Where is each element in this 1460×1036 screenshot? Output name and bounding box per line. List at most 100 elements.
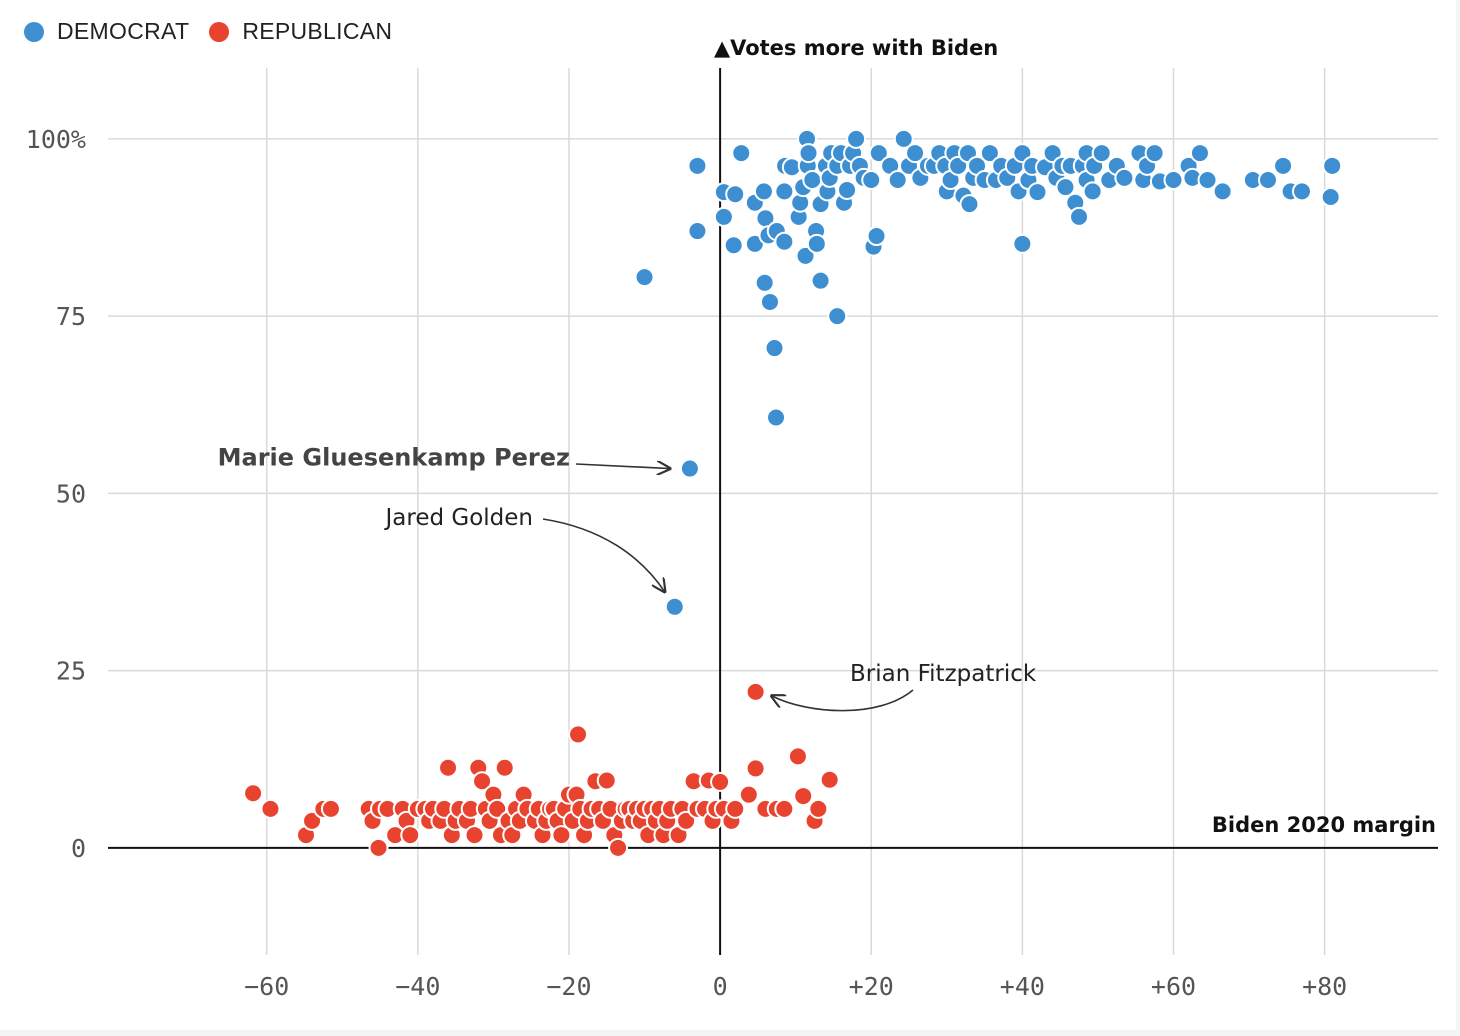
data-point-democrat <box>731 143 752 164</box>
data-point-republican <box>710 771 731 792</box>
data-point-democrat <box>687 221 708 242</box>
annotation-arrows <box>542 464 914 712</box>
data-point-democrat <box>866 226 887 247</box>
x-tick-label: −20 <box>546 972 591 1001</box>
legend-label-republican: REPUBLICAN <box>242 18 393 44</box>
annotation-arrow-fitzpatrick <box>772 689 914 712</box>
data-point-republican <box>608 837 629 858</box>
data-point-democrat <box>893 128 914 149</box>
annotation-fitzpatrick: Brian Fitzpatrick <box>850 661 1037 687</box>
data-point-democrat <box>679 458 700 479</box>
data-point-democrat <box>905 143 926 164</box>
y-tick-label: 100% <box>26 125 86 154</box>
data-point-democrat <box>764 338 785 359</box>
chart-labels: ▲Votes more with Biden Biden 2020 margin… <box>218 36 1436 837</box>
x-tick-label: 0 <box>713 972 728 1001</box>
legend-item-republican: REPUBLICAN <box>209 18 392 45</box>
x-axis-title: Biden 2020 margin <box>1212 813 1436 837</box>
data-point-republican <box>738 784 759 805</box>
data-point-democrat <box>725 184 746 205</box>
data-point-democrat <box>1082 181 1103 202</box>
data-point-democrat <box>1144 143 1165 164</box>
annotation-arrow-perez <box>575 464 670 469</box>
data-point-democrat <box>713 206 734 227</box>
data-point-republican <box>472 771 493 792</box>
data-points <box>243 128 1343 858</box>
data-point-democrat <box>1163 170 1184 191</box>
data-point-democrat <box>766 407 787 428</box>
data-point-democrat <box>846 128 867 149</box>
data-point-democrat <box>634 267 655 288</box>
data-point-republican <box>438 757 459 778</box>
data-point-democrat <box>1291 181 1312 202</box>
x-tick-label: +60 <box>1151 972 1196 1001</box>
data-point-republican <box>596 770 617 791</box>
data-point-democrat <box>827 306 848 327</box>
data-point-democrat <box>1322 155 1343 176</box>
annotation-arrow-golden <box>542 518 665 592</box>
data-point-republican <box>745 681 766 702</box>
data-point-republican <box>793 786 814 807</box>
data-point-republican <box>260 798 281 819</box>
data-point-republican <box>551 825 572 846</box>
data-point-republican <box>494 757 515 778</box>
data-point-republican <box>787 746 808 767</box>
data-point-republican <box>320 798 341 819</box>
data-point-democrat <box>887 170 908 191</box>
y-tick-label: 50 <box>56 479 86 508</box>
data-point-democrat <box>1189 143 1210 164</box>
y-tick-label: 25 <box>56 657 86 686</box>
data-point-democrat <box>1055 177 1076 198</box>
data-point-democrat <box>1197 170 1218 191</box>
x-tick-label: −40 <box>395 972 440 1001</box>
data-point-democrat <box>1027 182 1048 203</box>
data-point-republican <box>819 769 840 790</box>
data-point-republican <box>745 758 766 779</box>
data-point-democrat <box>1091 143 1112 164</box>
data-point-democrat <box>1273 155 1294 176</box>
legend: DEMOCRAT REPUBLICAN <box>24 18 412 45</box>
tick-labels: −60 −40 −20 0 +20 +40 +60 +80 0 25 50 75 100% <box>26 125 1347 1001</box>
data-point-democrat <box>1069 206 1090 227</box>
data-point-republican <box>243 783 264 804</box>
data-point-democrat <box>802 170 823 191</box>
annotation-golden: Jared Golden <box>383 505 533 531</box>
data-point-democrat <box>759 291 780 312</box>
data-point-democrat <box>774 181 795 202</box>
data-point-republican <box>808 798 829 819</box>
data-point-democrat <box>664 596 685 617</box>
legend-swatch-republican <box>209 21 230 42</box>
data-point-republican <box>464 825 485 846</box>
x-tick-label: +40 <box>1000 972 1045 1001</box>
y-tick-label: 75 <box>56 302 86 331</box>
x-tick-label: +80 <box>1302 972 1347 1001</box>
data-point-democrat <box>1320 187 1341 208</box>
data-point-democrat <box>861 170 882 191</box>
data-point-republican <box>368 837 389 858</box>
data-point-republican <box>725 798 746 819</box>
data-point-democrat <box>753 181 774 202</box>
data-point-republican <box>400 825 421 846</box>
data-point-republican <box>676 810 697 831</box>
legend-item-democrat: DEMOCRAT <box>24 18 189 45</box>
data-point-democrat <box>1114 167 1135 188</box>
data-point-democrat <box>1212 181 1233 202</box>
data-point-democrat <box>1257 170 1278 191</box>
x-tick-label: +20 <box>849 972 894 1001</box>
y-axis-title: ▲Votes more with Biden <box>714 36 998 60</box>
data-point-democrat <box>868 143 889 164</box>
data-point-democrat <box>837 179 858 200</box>
y-tick-label: 0 <box>71 834 86 863</box>
data-point-democrat <box>806 233 827 254</box>
data-point-democrat <box>1012 233 1033 254</box>
data-point-democrat <box>723 235 744 256</box>
data-point-republican <box>568 724 589 745</box>
data-point-democrat <box>687 155 708 176</box>
data-point-democrat <box>959 194 980 215</box>
annotation-perez: Marie Gluesenkamp Perez <box>218 444 570 472</box>
data-point-republican <box>302 810 323 831</box>
data-point-republican <box>774 798 795 819</box>
legend-label-democrat: DEMOCRAT <box>57 18 190 44</box>
